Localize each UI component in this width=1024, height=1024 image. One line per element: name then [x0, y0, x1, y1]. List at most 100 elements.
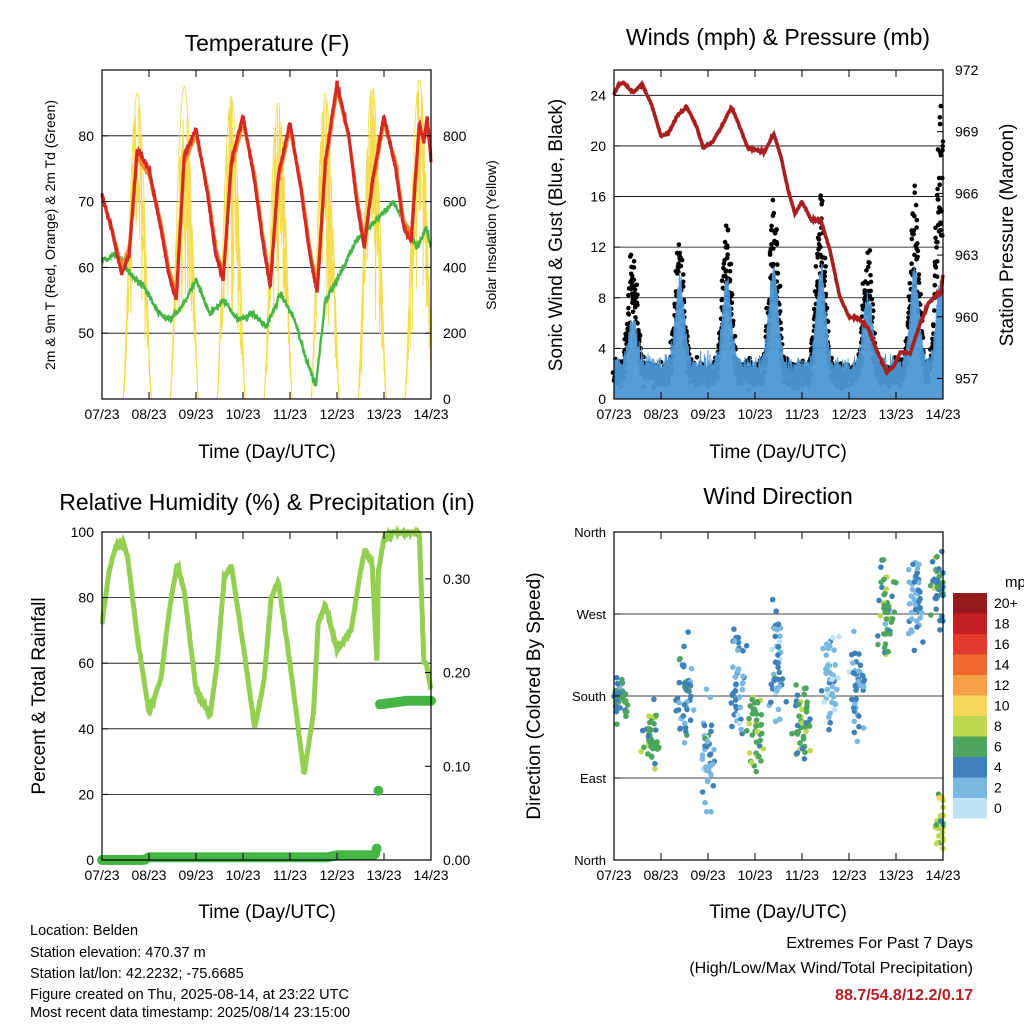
- direction-point: [796, 713, 802, 719]
- direction-point: [818, 688, 825, 694]
- x-tick-label: 11/23: [273, 867, 307, 883]
- gust-point: [628, 252, 634, 258]
- direction-point: [681, 643, 687, 650]
- gust-point: [907, 281, 913, 286]
- pressure-ylabel: Station Pressure (Maroon): [997, 124, 1018, 347]
- direction-point: [807, 716, 813, 722]
- direction-point: [613, 674, 620, 681]
- x-tick-label: 07/23: [84, 406, 119, 422]
- direction-point: [703, 765, 709, 772]
- gust-point: [911, 228, 917, 233]
- direction-point: [758, 711, 765, 718]
- direction-point: [777, 633, 783, 639]
- direction-point: [826, 643, 833, 649]
- direction-point: [885, 603, 892, 610]
- y2-tick-label: 963: [955, 247, 979, 263]
- x-tick-label: 13/23: [878, 406, 913, 422]
- gust-point: [871, 308, 876, 314]
- y2-tick-label: 0.30: [443, 571, 470, 587]
- direction-point: [651, 744, 658, 750]
- gust-point: [681, 272, 686, 277]
- y-tick-label: 80: [78, 128, 94, 144]
- gust-point: [725, 228, 731, 233]
- y-tick-label: 0: [86, 852, 94, 868]
- gust-point: [822, 269, 828, 275]
- direction-point: [877, 613, 884, 619]
- direction-point: [831, 647, 837, 653]
- y2-tick-label: 400: [443, 259, 467, 275]
- gust-point: [681, 284, 686, 289]
- gust-point: [938, 227, 943, 233]
- y-tick-label: 20: [590, 138, 606, 154]
- direction-point: [914, 618, 920, 624]
- y-tick-label: 24: [590, 87, 606, 103]
- temperature-xlabel: Time (Day/UTC): [198, 442, 336, 463]
- direction-point: [732, 697, 739, 703]
- direction-point: [849, 696, 855, 703]
- x-tick-label: 10/23: [225, 867, 260, 883]
- gust-point: [630, 309, 636, 315]
- gust-point: [912, 183, 917, 189]
- y2-tick-label: 0.00: [443, 852, 470, 868]
- direction-point: [754, 728, 760, 735]
- direction-point: [803, 685, 809, 691]
- direction-point: [737, 704, 744, 711]
- direction-point: [682, 720, 688, 727]
- direction-point: [793, 682, 799, 688]
- direction-point: [856, 668, 862, 674]
- x-tick-label: 11/23: [785, 406, 819, 422]
- direction-point: [646, 713, 652, 719]
- direction-point: [915, 579, 922, 586]
- gust-point: [629, 273, 635, 279]
- direction-point: [824, 691, 830, 698]
- direction-point: [826, 726, 832, 733]
- x-tick-label: 14/23: [413, 406, 448, 422]
- x-tick-label: 14/23: [925, 406, 960, 422]
- direction-point: [769, 646, 775, 653]
- gust-point: [632, 287, 638, 292]
- direction-point: [879, 584, 885, 591]
- gust-point: [678, 263, 684, 269]
- direction-point: [756, 753, 762, 759]
- direction-point: [777, 716, 783, 722]
- direction-point: [937, 818, 944, 824]
- gust-point: [722, 239, 728, 245]
- dewpoint-series: [100, 199, 432, 387]
- gust-point: [818, 244, 823, 250]
- direction-point: [912, 606, 919, 613]
- x-tick-label: 07/23: [596, 867, 631, 883]
- direction-point: [753, 768, 759, 775]
- solar-insolation-line: [404, 94, 432, 400]
- direction-point: [939, 548, 945, 555]
- y2-tick-label: 0.20: [443, 665, 470, 681]
- direction-point: [856, 651, 862, 657]
- direction-point: [707, 762, 714, 769]
- direction-point: [749, 732, 756, 738]
- gust-point: [635, 302, 640, 308]
- gust-point: [937, 115, 943, 120]
- gust-point: [868, 273, 873, 278]
- direction-point: [747, 703, 753, 709]
- direction-point: [702, 799, 708, 806]
- direction-point: [885, 648, 891, 655]
- direction-point: [854, 738, 861, 745]
- winds-plot-frame: [613, 69, 944, 400]
- direction-point: [801, 756, 808, 762]
- direction-point: [906, 601, 913, 607]
- gust-point: [864, 268, 869, 273]
- x-tick-label: 07/23: [596, 406, 631, 422]
- winds-title: Winds (mph) & Pressure (mb): [626, 24, 930, 50]
- gust-point: [867, 248, 873, 253]
- direction-point: [910, 561, 916, 568]
- gust-point: [914, 242, 919, 247]
- direction-point: [759, 730, 765, 737]
- direction-point: [820, 645, 826, 652]
- x-tick-label: 09/23: [178, 867, 213, 883]
- direction-point: [772, 633, 779, 640]
- direction-point: [677, 655, 683, 662]
- direction-point: [613, 708, 620, 715]
- direction-point: [738, 726, 744, 733]
- y-tick-label: 100: [71, 524, 95, 540]
- y2-tick-label: 600: [443, 194, 467, 210]
